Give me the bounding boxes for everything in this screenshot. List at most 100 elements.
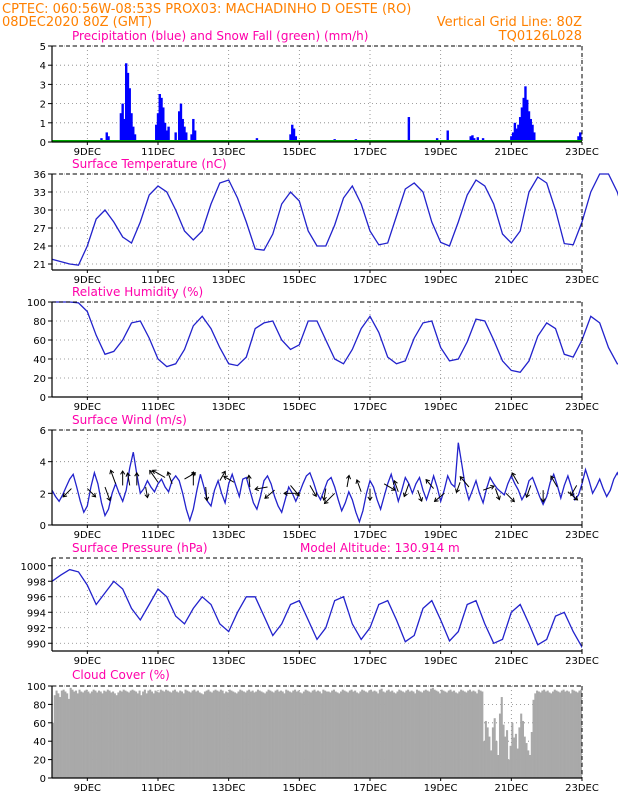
y-tick-label: 0: [40, 393, 46, 404]
cloud-bar: [574, 691, 577, 778]
wind-arrow-head: [62, 492, 68, 498]
x-tick-label: 19DEC: [424, 275, 458, 286]
wind-arrow-shaft: [205, 486, 208, 501]
panel-3: 0 2 4 6 9DEC 11DEC 13DEC 15DEC 17DEC 19DEC 21DEC 23…: [40, 426, 618, 541]
precip-bar: [407, 117, 411, 142]
cloud-bar: [458, 691, 461, 778]
cloud-bar: [195, 691, 198, 778]
y-tick-label: 0: [40, 521, 46, 532]
wind-arrow-shaft: [248, 475, 251, 488]
cloud-bar: [271, 691, 274, 778]
cloud-bar: [430, 688, 433, 778]
precip-bar: [517, 124, 520, 142]
cloud-bar: [442, 690, 445, 778]
cloud-bar: [276, 689, 279, 778]
cloud-bar: [392, 692, 396, 778]
precip-bar: [527, 111, 531, 142]
cloud-bar: [235, 693, 238, 778]
cloud-bar: [518, 727, 521, 778]
cloud-bar: [101, 693, 104, 778]
cloud-bar: [444, 691, 447, 778]
wind-arrow-shaft: [525, 485, 532, 498]
x-tick-label: 15DEC: [282, 656, 316, 667]
y-tick-label: 100: [27, 298, 46, 309]
precip-bar: [515, 128, 518, 142]
cloud-bar: [537, 691, 540, 778]
x-tick-label: 11DEC: [141, 530, 175, 541]
cloud-bar: [64, 691, 67, 778]
cloud-bar: [447, 690, 450, 778]
cloud-bar: [239, 689, 242, 778]
x-tick-label: 13DEC: [212, 402, 246, 413]
cloud-bar: [80, 691, 83, 778]
cloud-bar: [451, 691, 454, 778]
cloud-bar: [484, 720, 487, 778]
cloud-bar: [345, 691, 348, 778]
cloud-bar: [498, 713, 502, 778]
cloud-bar: [182, 693, 185, 778]
cloud-bar: [159, 689, 162, 778]
cloud-bar: [424, 689, 427, 778]
precip-bar: [132, 126, 135, 142]
x-tick-label: 13DEC: [212, 147, 246, 158]
cloud-bar: [198, 692, 201, 778]
cloud-bar: [278, 691, 281, 778]
cloud-bar: [209, 691, 212, 778]
cloud-bar: [260, 691, 263, 778]
cloud-bar: [285, 689, 288, 778]
cloud-bar: [472, 690, 475, 778]
precip-bar: [520, 107, 524, 142]
cloud-bar: [71, 689, 74, 778]
precip-bar: [183, 126, 186, 142]
cloud-bar: [173, 689, 176, 778]
cloud-bar: [69, 687, 72, 778]
cloud-bar: [490, 750, 493, 778]
cloud-bar: [288, 691, 291, 778]
cloud-bar: [536, 690, 539, 778]
wind-arrow-shaft: [567, 491, 578, 501]
precip-bar: [522, 97, 525, 142]
x-tick-label: 13DEC: [212, 275, 246, 286]
cloud-bar: [562, 689, 565, 778]
panel-title-pressure: Surface Pressure (hPa): [72, 541, 208, 555]
x-tick-label: 15DEC: [282, 147, 316, 158]
wind-arrow-shaft: [425, 479, 434, 489]
cloud-bar: [138, 690, 141, 778]
wind-arrow-shaft: [264, 489, 275, 499]
x-tick-label: 17DEC: [353, 275, 387, 286]
cloud-bar: [168, 691, 171, 778]
cloud-bar: [200, 693, 203, 778]
cloud-bar: [481, 691, 484, 778]
precip-bar: [531, 124, 534, 142]
cloud-bar: [559, 692, 562, 778]
wind-arrow-shaft: [223, 475, 235, 483]
wind-arrow-head: [345, 474, 352, 480]
wind-arrow-head: [367, 496, 373, 502]
cloud-bar: [408, 691, 411, 778]
cloud-bar: [265, 691, 268, 778]
cloud-bar: [242, 691, 245, 778]
cloud-bar: [131, 689, 134, 778]
cloud-bar: [135, 691, 138, 778]
chart-panels: 0 1 2 3 4 5 9DEC 11DEC 13DEC 15DEC 17DEC 19DEC 21DEC…: [21, 42, 618, 794]
precip-bar: [533, 132, 536, 142]
cloud-bar: [99, 691, 102, 778]
cloud-bar: [251, 690, 254, 778]
wind-arrow-shaft: [145, 486, 149, 498]
cloud-bar: [350, 689, 353, 778]
cloud-bar: [400, 690, 403, 778]
cloud-bar: [76, 693, 79, 778]
cloud-bar: [129, 690, 132, 778]
precip-bar: [471, 135, 474, 142]
cloud-bar: [221, 690, 224, 778]
y-tick-label: 4: [40, 61, 46, 72]
precip-bar: [105, 132, 108, 142]
wind-arrow-shaft: [290, 485, 300, 497]
cloud-bar: [516, 748, 519, 778]
cloud-bar: [566, 690, 569, 778]
wind-arrow-shaft: [219, 471, 226, 481]
cloud-bar: [97, 690, 100, 778]
cloud-bar: [228, 689, 231, 778]
precip-bar: [291, 124, 294, 142]
